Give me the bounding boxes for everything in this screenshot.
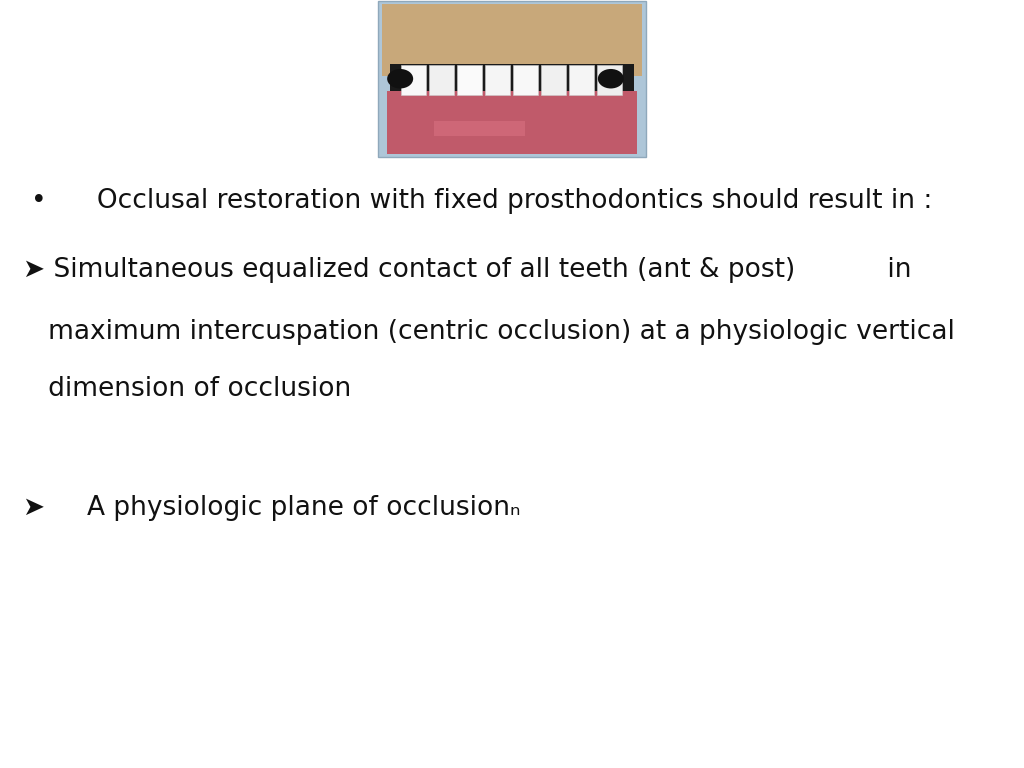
Bar bbox=[541, 65, 566, 95]
Bar bbox=[378, 1, 646, 157]
Text: maximum intercuspation (centric occlusion) at a physiologic vertical: maximum intercuspation (centric occlusio… bbox=[23, 319, 954, 345]
Circle shape bbox=[598, 69, 624, 88]
Bar bbox=[513, 65, 538, 95]
Text: •      Occlusal restoration with fixed prosthodontics should result in :: • Occlusal restoration with fixed prosth… bbox=[31, 188, 932, 214]
Text: ➤ Simultaneous equalized contact of all teeth (ant & post)           in: ➤ Simultaneous equalized contact of all … bbox=[23, 257, 911, 283]
Bar bbox=[401, 65, 426, 95]
Text: dimension of occlusion: dimension of occlusion bbox=[23, 376, 351, 402]
Bar bbox=[457, 65, 482, 95]
Bar bbox=[395, 67, 629, 88]
Circle shape bbox=[387, 69, 413, 88]
Bar bbox=[382, 4, 642, 76]
Bar bbox=[485, 65, 510, 95]
Bar bbox=[597, 65, 622, 95]
Bar bbox=[387, 91, 637, 154]
Bar bbox=[390, 64, 634, 97]
Bar bbox=[434, 121, 525, 136]
Text: ➤     A physiologic plane of occlusionₙ: ➤ A physiologic plane of occlusionₙ bbox=[23, 495, 520, 521]
Bar bbox=[569, 65, 594, 95]
Bar bbox=[429, 65, 454, 95]
